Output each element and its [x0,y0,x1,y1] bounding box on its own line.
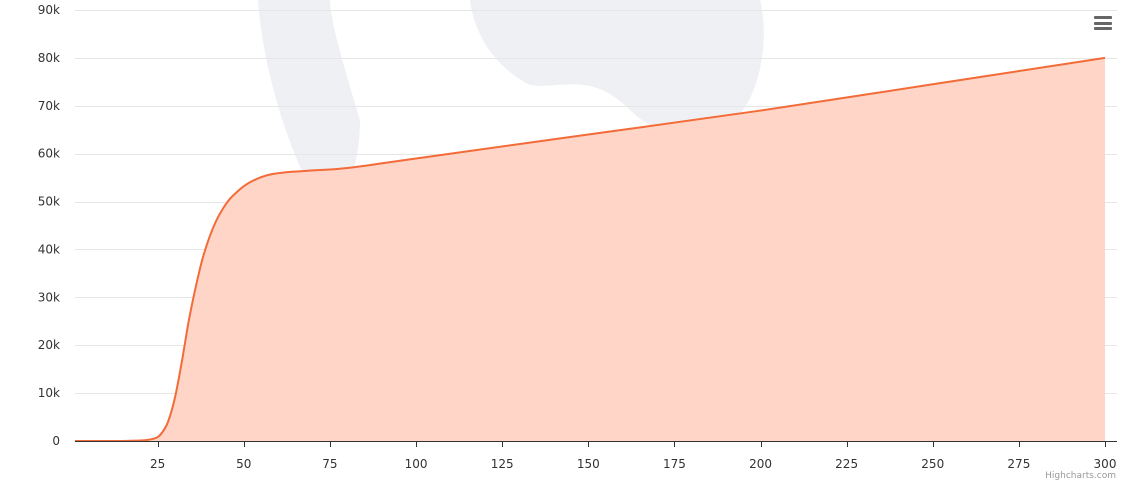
y-tick-label: 50k [38,195,60,209]
data-point[interactable] [220,205,226,211]
y-tick-label: 60k [38,147,60,161]
data-point[interactable] [199,256,205,262]
credits-link[interactable]: Highcharts.com [1045,471,1116,481]
chart-menu-button[interactable] [1094,16,1112,32]
data-point[interactable] [165,419,171,425]
data-point[interactable] [296,168,302,174]
data-point[interactable] [248,179,254,185]
series-area-fill[interactable] [75,57,1105,441]
x-tick-label: 300 [1094,457,1117,471]
y-tick-label: 40k [38,242,60,256]
data-point[interactable] [258,174,264,180]
x-tick-label: 200 [749,457,772,471]
data-point[interactable] [227,196,233,202]
series-line[interactable] [75,56,1106,442]
data-point[interactable] [172,395,178,401]
y-tick-label: 70k [38,99,60,113]
hamburger-menu-icon [1094,16,1112,19]
x-tick-label: 50 [236,457,251,471]
data-point[interactable] [758,108,764,114]
data-point[interactable] [186,318,192,324]
x-tick-label: 175 [663,457,686,471]
x-tick-label: 25 [150,457,165,471]
y-tick-label: 0 [52,434,60,448]
map-continent-shape [470,0,764,134]
data-point[interactable] [413,155,419,161]
x-tick-label: 275 [1007,457,1030,471]
data-point[interactable] [213,218,219,224]
y-tick-label: 20k [38,338,60,352]
map-continent-shape [258,0,360,215]
data-point[interactable] [158,431,164,437]
data-point[interactable] [282,169,288,175]
x-tick-label: 225 [835,457,858,471]
series-layer [75,55,1108,444]
y-tick-label: 10k [38,386,60,400]
data-point[interactable] [930,81,936,87]
data-point[interactable] [344,165,350,171]
data-point[interactable] [1102,55,1108,61]
axes: 0 10k 20k 30k 40k 50k 60k 70k 80k 90k 25 50 75 100 125… [38,3,1117,471]
x-tick-label: 125 [491,457,514,471]
hamburger-menu-icon-bar [1094,21,1112,25]
y-tick-label: 30k [38,290,60,304]
data-point[interactable] [206,234,212,240]
x-tick-label: 150 [577,457,600,471]
data-point[interactable] [151,436,157,442]
y-tick-label: 90k [38,3,60,17]
data-point[interactable] [241,183,247,189]
x-tick-label: 250 [921,457,944,471]
x-tick-label: 75 [322,457,337,471]
data-point[interactable] [179,359,185,365]
data-point[interactable] [310,167,316,173]
x-tick-label: 100 [405,457,428,471]
y-tick-label: 80k [38,51,60,65]
data-point[interactable] [193,285,199,291]
data-point[interactable] [137,438,143,444]
data-point[interactable] [268,171,274,177]
data-point[interactable] [234,189,240,195]
data-point[interactable] [585,132,591,138]
hamburger-menu-icon-bar [1094,27,1112,30]
